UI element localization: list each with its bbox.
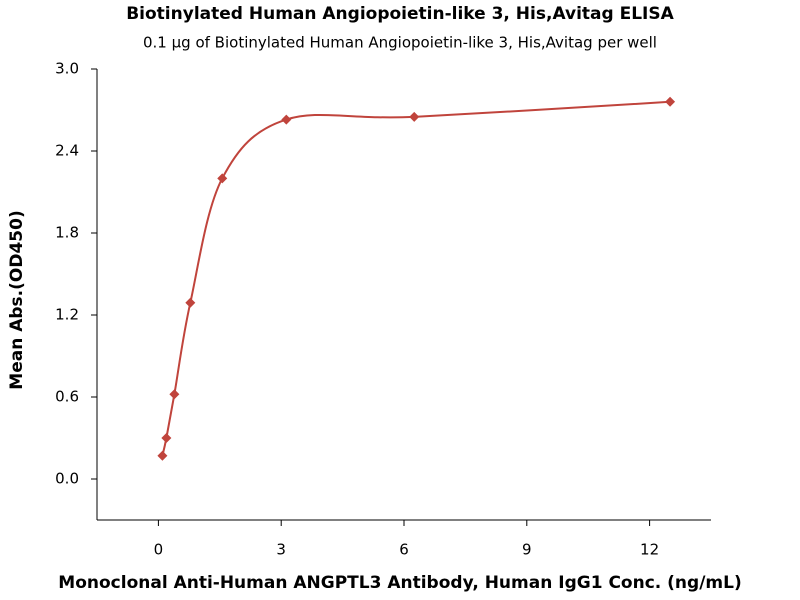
data-point xyxy=(161,433,172,443)
chart-subtitle: 0.1 μg of Biotinylated Human Angiopoieti… xyxy=(143,34,657,52)
data-point xyxy=(665,96,676,107)
y-tick-label: 0.6 xyxy=(55,388,79,406)
x-axis-label: Monoclonal Anti-Human ANGPTL3 Antibody, … xyxy=(58,573,741,593)
x-tick-label: 3 xyxy=(276,541,286,559)
fit-curve xyxy=(161,100,671,456)
y-tick-label: 2.4 xyxy=(55,142,79,160)
x-tick-label: 0 xyxy=(154,541,164,559)
data-point xyxy=(169,389,180,400)
y-tick-label: 1.2 xyxy=(55,306,79,324)
y-tick-label: 0.0 xyxy=(55,470,79,488)
x-tick-label: 6 xyxy=(399,541,409,559)
chart-title: Biotinylated Human Angiopoietin-like 3, … xyxy=(126,4,674,24)
data-point xyxy=(217,173,228,184)
x-tick-label: 12 xyxy=(640,541,659,559)
data-point xyxy=(281,114,292,125)
y-axis-label: Mean Abs.(OD450) xyxy=(7,210,27,389)
data-point xyxy=(185,297,196,308)
y-tick-label: 3.0 xyxy=(55,60,79,78)
x-tick-label: 9 xyxy=(522,541,532,559)
y-tick-label: 1.8 xyxy=(55,224,79,242)
data-point xyxy=(157,450,168,461)
data-point xyxy=(409,111,420,122)
